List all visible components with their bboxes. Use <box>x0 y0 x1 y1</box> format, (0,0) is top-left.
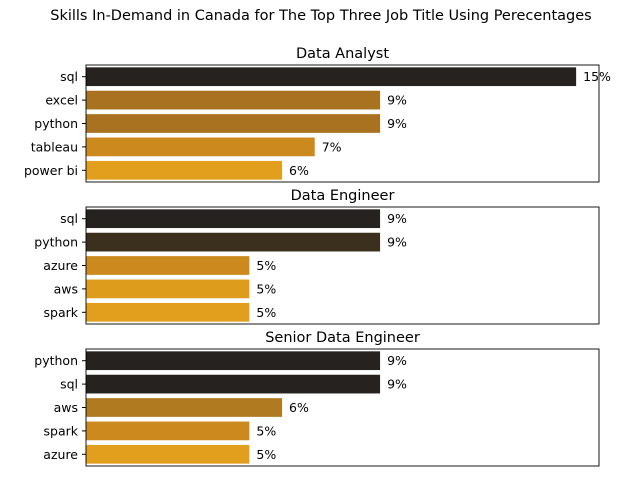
data-label: 9% <box>387 235 407 250</box>
bar-sql <box>86 209 381 229</box>
y-tick-label: aws <box>54 281 78 296</box>
bar-aws <box>86 279 250 299</box>
y-tick-label: azure <box>43 447 78 462</box>
data-label: 9% <box>387 211 407 226</box>
chart-panel-2: Data Engineer 9% sql 9% python 5% azure 5% aws 5%… <box>34 188 600 325</box>
y-tick-label: python <box>34 353 78 368</box>
bar-power-bi <box>86 160 283 180</box>
bar-python <box>86 351 381 371</box>
y-tick-label: spark <box>44 305 79 320</box>
bar-spark <box>86 421 250 441</box>
data-label: 15% <box>583 69 611 84</box>
panel-title: Senior Data Engineer <box>265 330 420 346</box>
data-label: 9% <box>387 116 407 131</box>
y-tick-label: tableau <box>31 139 78 154</box>
data-label: 9% <box>387 353 407 368</box>
bar-aws <box>86 398 283 417</box>
y-tick-label: sql <box>60 211 78 226</box>
axes-frame <box>85 348 600 467</box>
y-tick-label: aws <box>54 400 78 415</box>
y-tick-label: excel <box>45 93 78 108</box>
y-tick-label: sql <box>60 69 78 84</box>
panel-title: Data Analyst <box>296 46 389 62</box>
y-tick-label: power bi <box>24 163 78 178</box>
bar-spark <box>86 302 250 322</box>
figure-title: Skills In-Demand in Canada for The Top T… <box>50 8 592 24</box>
chart-panel-1: Data Analyst 15% sql 9% excel 9% python 7% table… <box>24 46 611 183</box>
data-label: 6% <box>289 163 309 178</box>
bar-sql <box>86 374 381 394</box>
data-label: 6% <box>289 400 309 415</box>
bar-python <box>86 114 381 133</box>
bar-azure <box>86 444 250 464</box>
data-label: 5% <box>256 281 276 296</box>
bar-python <box>86 232 381 252</box>
y-tick-label: azure <box>43 258 78 273</box>
bar-excel <box>86 90 381 110</box>
chart-panel-3: Senior Data Engineer 9% python 9% sql 6% aws 5%… <box>34 330 600 467</box>
y-tick-label: sql <box>60 377 78 392</box>
data-label: 9% <box>387 377 407 392</box>
axes-frame <box>85 206 600 325</box>
y-tick-label: python <box>34 235 78 250</box>
data-label: 5% <box>256 423 276 438</box>
panel-title: Data Engineer <box>291 188 395 204</box>
bar-sql <box>86 67 577 87</box>
data-label: 7% <box>322 139 342 154</box>
y-tick-label: spark <box>44 423 79 438</box>
bar-azure <box>86 256 250 275</box>
y-tick-label: python <box>34 116 78 131</box>
data-label: 9% <box>387 93 407 108</box>
bar-tableau <box>86 137 315 157</box>
data-label: 5% <box>256 305 276 320</box>
data-label: 5% <box>256 258 276 273</box>
axes-frame <box>85 64 600 183</box>
data-label: 5% <box>256 447 276 462</box>
